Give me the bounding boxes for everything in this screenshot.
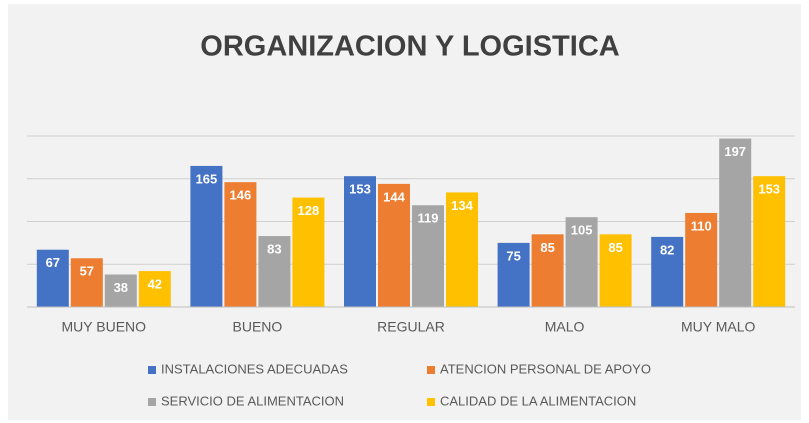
data-label: 42 [148, 277, 162, 292]
data-label: 134 [451, 198, 473, 213]
data-label: 153 [758, 182, 780, 197]
bar [719, 138, 752, 307]
data-label: 110 [691, 218, 712, 233]
bar [651, 236, 684, 307]
bar [258, 236, 291, 307]
legend-swatch [148, 366, 156, 374]
data-label: 144 [383, 189, 405, 204]
bar [224, 182, 257, 307]
chart-title: ORGANIZACION Y LOGISTICA [200, 31, 620, 63]
data-label: 57 [80, 264, 94, 279]
data-label: 146 [230, 188, 252, 203]
data-label: 197 [724, 144, 746, 159]
data-label: 83 [267, 241, 281, 256]
legend-label: CALIDAD DE LA ALIMENTACION [440, 393, 636, 408]
bar [292, 197, 325, 307]
bar [446, 192, 478, 307]
data-label: 38 [114, 280, 128, 295]
bar [104, 274, 137, 307]
bar [497, 242, 530, 307]
bar [599, 234, 632, 307]
bar [565, 217, 598, 307]
legend-swatch [427, 398, 435, 406]
legend-swatch [148, 398, 156, 406]
data-label: 105 [571, 223, 593, 238]
legend-label: INSTALACIONES ADECUADAS [161, 361, 348, 376]
data-label: 128 [298, 203, 320, 218]
data-label: 82 [660, 242, 674, 257]
x-tick-label: REGULAR [377, 319, 445, 335]
data-label: 153 [349, 182, 371, 197]
legend-swatch [427, 366, 435, 374]
x-tick-label: MALO [545, 319, 585, 335]
data-label: 75 [506, 248, 520, 263]
legend-label: ATENCION PERSONAL DE APOYO [440, 361, 651, 376]
data-label: 119 [418, 211, 439, 226]
x-tick-label: MUY MALO [681, 319, 756, 335]
bar [531, 234, 564, 307]
x-tick-label: BUENO [233, 319, 283, 335]
bar [685, 212, 718, 307]
data-label: 85 [540, 240, 554, 255]
bar [138, 271, 171, 307]
data-label: 85 [608, 240, 622, 255]
x-tick-label: MUY BUENO [62, 319, 147, 335]
bar [190, 165, 223, 307]
data-label: 165 [196, 171, 218, 186]
legend-label: SERVICIO DE ALIMENTACION [161, 393, 344, 408]
bar [378, 183, 410, 307]
bar [36, 249, 69, 307]
bar [412, 205, 444, 307]
bar [70, 258, 103, 307]
data-label: 67 [46, 255, 60, 270]
bar [344, 176, 376, 307]
bar [753, 176, 786, 307]
